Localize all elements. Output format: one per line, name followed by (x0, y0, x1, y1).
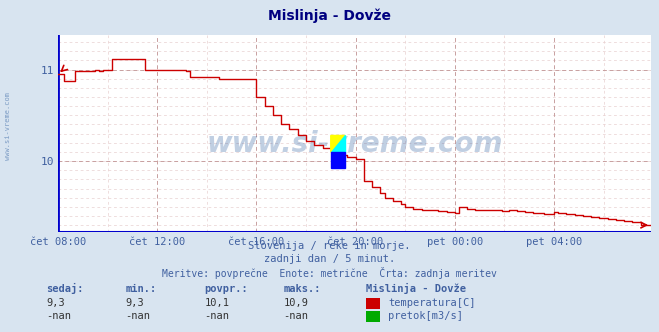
Text: Meritve: povprečne  Enote: metrične  Črta: zadnja meritev: Meritve: povprečne Enote: metrične Črta:… (162, 267, 497, 279)
Text: min.:: min.: (125, 284, 156, 294)
Text: -nan: -nan (283, 311, 308, 321)
Text: zadnji dan / 5 minut.: zadnji dan / 5 minut. (264, 254, 395, 264)
Text: maks.:: maks.: (283, 284, 321, 294)
Polygon shape (331, 152, 345, 168)
Text: www.si-vreme.com: www.si-vreme.com (5, 92, 11, 160)
Text: 9,3: 9,3 (46, 298, 65, 308)
Text: Slovenija / reke in morje.: Slovenija / reke in morje. (248, 241, 411, 251)
Text: Mislinja - Dovže: Mislinja - Dovže (268, 8, 391, 23)
Text: -nan: -nan (204, 311, 229, 321)
Text: pretok[m3/s]: pretok[m3/s] (388, 311, 463, 321)
Text: sedaj:: sedaj: (46, 283, 84, 294)
Text: temperatura[C]: temperatura[C] (388, 298, 476, 308)
Text: 10,1: 10,1 (204, 298, 229, 308)
Polygon shape (331, 135, 345, 152)
Text: -nan: -nan (125, 311, 150, 321)
Polygon shape (331, 135, 345, 152)
Text: povpr.:: povpr.: (204, 284, 248, 294)
Text: 9,3: 9,3 (125, 298, 144, 308)
Text: www.si-vreme.com: www.si-vreme.com (206, 129, 503, 157)
Text: 10,9: 10,9 (283, 298, 308, 308)
Text: Mislinja - Dovže: Mislinja - Dovže (366, 283, 466, 294)
Text: -nan: -nan (46, 311, 71, 321)
